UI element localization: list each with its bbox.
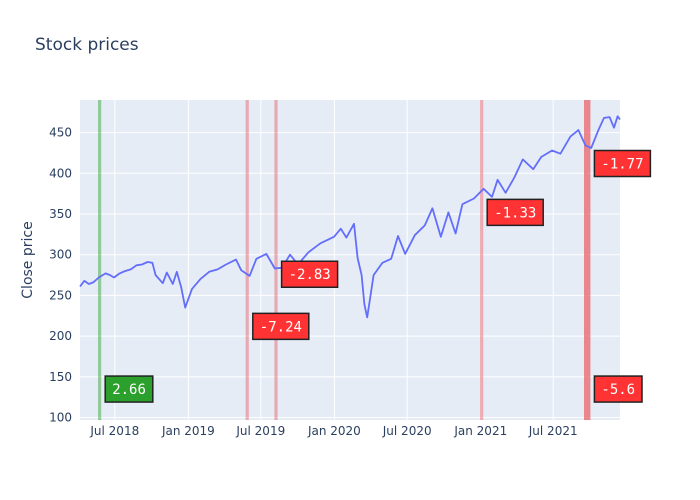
down-event-band — [584, 100, 591, 420]
annotation-value: -5.6 — [601, 382, 635, 398]
annotation-box — [593, 375, 643, 403]
event-annotation: -1.33 — [486, 198, 544, 227]
down-event-band — [274, 100, 278, 420]
annotation-box — [252, 312, 310, 341]
x-tick-label: Jul 2019 — [235, 424, 285, 438]
price-series — [79, 115, 621, 319]
y-tick-label: 250 — [49, 288, 72, 302]
annotation-value: 2.66 — [112, 382, 146, 398]
y-tick-label: 450 — [49, 126, 72, 140]
annotation-value: -2.83 — [289, 267, 331, 283]
x-tick-label: Jan 2019 — [161, 424, 215, 438]
event-annotation: -1.77 — [593, 149, 652, 178]
event-annotation: -2.83 — [280, 260, 339, 288]
axis-ticks: 100 150 200 250 300 350 400 450 Jul 2018 Jan 2019… — [49, 126, 578, 438]
x-tick-label: Jul 2020 — [382, 424, 432, 438]
annotation-value: -1.77 — [601, 157, 643, 173]
y-tick-label: 300 — [49, 248, 72, 262]
event-annotation: -5.6 — [593, 375, 643, 403]
annotation-box — [486, 198, 544, 227]
y-axis-title: Close price — [20, 221, 36, 298]
down-event-band — [584, 100, 591, 420]
up-event-band — [98, 100, 102, 420]
annotation-value: -7.24 — [260, 319, 302, 335]
annotation-box — [280, 260, 339, 288]
event-annotation: -7.24 — [252, 312, 310, 341]
x-tick-label: Jan 2020 — [307, 424, 361, 438]
x-tick-label: Jul 2021 — [528, 424, 578, 438]
chart-title: Stock prices — [35, 35, 139, 55]
y-tick-label: 150 — [49, 370, 72, 384]
event-annotation: 2.66 — [104, 375, 154, 403]
down-event-band — [245, 100, 249, 420]
plot-area — [80, 100, 620, 420]
x-tick-label: Jul 2018 — [89, 424, 139, 438]
grid-lines — [80, 100, 620, 420]
y-tick-label: 350 — [49, 207, 72, 221]
event-bands — [98, 100, 591, 420]
annotation-box — [104, 375, 154, 403]
down-event-band — [480, 100, 484, 420]
event-annotations: 2.66 -7.24 -2.83 -1.33 -1.77 -5.6 — [104, 149, 652, 403]
y-tick-label: 200 — [49, 329, 72, 343]
annotation-box — [593, 149, 652, 178]
close-price-line — [79, 115, 621, 319]
y-tick-label: 400 — [49, 166, 72, 180]
annotation-value: -1.33 — [494, 205, 536, 221]
y-tick-label: 100 — [49, 411, 72, 425]
x-tick-label: Jan 2021 — [453, 424, 507, 438]
